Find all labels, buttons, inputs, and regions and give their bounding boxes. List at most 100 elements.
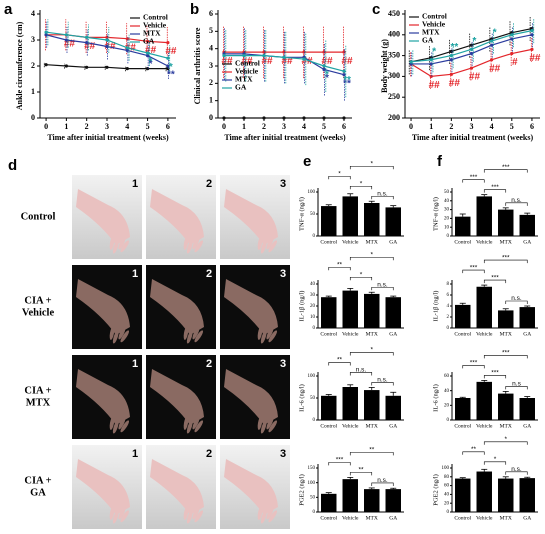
significance-label: ## [489, 63, 501, 74]
paw-toe [183, 506, 189, 520]
x-tick-label: GA [523, 423, 531, 429]
significance-label: *** [470, 264, 478, 271]
x-tick-label: Vehicle [476, 423, 493, 429]
paw-toe [257, 236, 263, 250]
significance-bracket [505, 386, 528, 390]
bar [519, 214, 535, 236]
data-point [44, 33, 48, 37]
y-tick-label: 3 [31, 35, 35, 44]
significance-label: *** [470, 360, 478, 367]
significance-bracket [371, 482, 394, 486]
row-label: CIA + [24, 475, 51, 486]
bar [455, 304, 471, 328]
x-tick-label: Control [454, 239, 471, 245]
significance-label: *** [491, 274, 499, 281]
x-tick-label: MTX [500, 239, 512, 245]
y-tick-label: 80 [444, 475, 450, 480]
data-point [125, 67, 129, 71]
paw-toe [112, 330, 119, 344]
x-tick-label: GA [523, 331, 531, 337]
paw-toe [183, 236, 189, 250]
paw-toe [120, 240, 130, 253]
y-tick-label: 20 [444, 403, 450, 408]
paw-toe [257, 416, 263, 430]
significance-label: *** [470, 174, 478, 181]
x-tick-label: Control [320, 331, 337, 337]
y-tick-label: 4 [31, 9, 35, 18]
significance-bracket [505, 202, 528, 206]
significance-bracket [371, 286, 394, 291]
significance-label: n.s. [377, 281, 388, 288]
x-axis-label: Time after initial treatment (weeks) [224, 133, 346, 142]
bar [342, 387, 358, 420]
x-tick-label: Control [454, 515, 471, 521]
x-tick-label: 3 [105, 122, 109, 131]
paw-toe [118, 416, 126, 430]
paw-toe [266, 326, 274, 340]
y-tick-label: 100 [308, 374, 316, 379]
x-tick-label: 5 [322, 122, 326, 131]
paw-toe [260, 330, 267, 344]
significance-bracket [349, 276, 373, 281]
paw [76, 189, 130, 245]
significance-label: n.s. [377, 477, 388, 484]
data-point [145, 51, 150, 55]
x-tick-label: Vehicle [342, 515, 359, 521]
significance-label: ## [281, 56, 293, 67]
significance-bracket [483, 461, 507, 465]
data-point [530, 47, 534, 51]
significance-label: *** [502, 350, 510, 357]
bar [342, 290, 358, 328]
data-point [449, 54, 453, 58]
legend-label: MTX [422, 28, 440, 37]
paw-toe [194, 330, 204, 343]
panel-label: a [4, 1, 13, 18]
paw-toe [194, 510, 204, 523]
row-label: MTX [26, 397, 51, 408]
x-tick-label: 5 [510, 122, 514, 131]
legend-label: MTX [235, 75, 253, 84]
paw [224, 369, 278, 425]
significance-label: ** [343, 75, 351, 86]
data-point [449, 49, 453, 54]
significance-label: ## [165, 46, 177, 57]
paw-toe [186, 330, 193, 344]
y-axis-label: TNF-α (ng/l) [298, 197, 305, 231]
significance-label: n.s [512, 381, 521, 388]
significance-bracket [349, 352, 394, 356]
significance-label: ## [241, 56, 253, 67]
y-tick-label: 4 [447, 304, 450, 309]
data-point [105, 65, 109, 69]
y-tick-label: 2 [447, 315, 450, 320]
y-tick-label: 4 [209, 43, 213, 52]
y-tick-label: 150 [308, 466, 316, 471]
y-tick-label: 50 [444, 190, 450, 195]
paw-toe [120, 420, 130, 433]
y-tick-label: 5 [209, 26, 213, 35]
paw-toe [109, 506, 115, 520]
x-axis-label: Time after initial treatment (weeks) [412, 133, 534, 142]
significance-label: ## [145, 45, 157, 56]
x-tick-label: MTX [366, 239, 378, 245]
y-tick-label: 10 [310, 315, 316, 320]
significance-label: # [512, 57, 518, 68]
y-tick-label: 40 [444, 199, 450, 204]
bar [519, 307, 535, 328]
panel-label: e [303, 153, 311, 170]
data-point [510, 37, 514, 41]
photo-number: 1 [132, 268, 138, 280]
significance-label: * [360, 271, 363, 278]
significance-label: *** [491, 184, 499, 191]
paw-toe [268, 330, 278, 343]
paw-toe [112, 420, 119, 434]
paw-toe [109, 236, 115, 250]
paw-toe [194, 420, 204, 433]
data-point [125, 48, 129, 53]
y-tick-label: 450 [388, 9, 400, 18]
significance-bracket [462, 365, 485, 369]
paw-toe [183, 416, 189, 430]
bar [364, 390, 380, 420]
y-tick-label: 8 [447, 282, 450, 287]
y-tick-label: 250 [388, 92, 400, 101]
y-axis-label: IL-6 (ng/l) [432, 384, 439, 412]
